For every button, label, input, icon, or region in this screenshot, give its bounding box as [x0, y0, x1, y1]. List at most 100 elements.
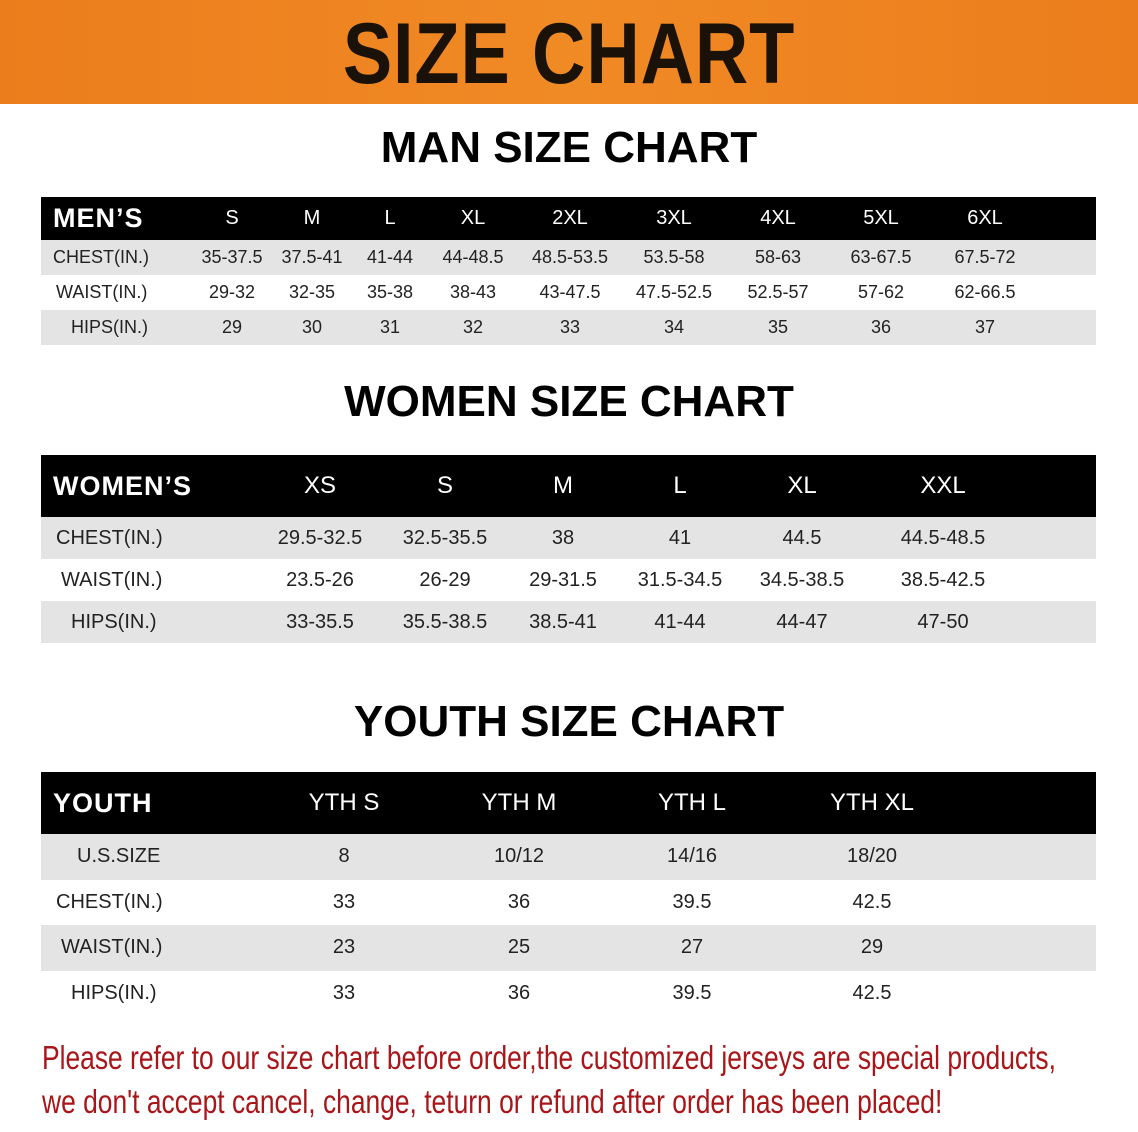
measurement-label-cell: HIPS(IN.): [71, 317, 149, 337]
table-cell: 8: [338, 845, 350, 868]
table-cell: 38.5-41: [529, 610, 597, 633]
table-cell: 39.5: [672, 890, 712, 913]
size-header-cell: YTH L: [657, 789, 726, 816]
table-header-row: MEN’S S M L XL 2XL 3XL 4XL 5XL 6XL: [41, 197, 1096, 240]
table-cell: 33: [559, 317, 581, 337]
table-cell: 38.5-42.5: [900, 568, 986, 591]
measurement-label-cell: WAIST(IN.): [61, 568, 163, 591]
table-cell: 44.5-48.5: [900, 526, 986, 549]
size-header-cell: L: [384, 207, 396, 229]
notice-line-2: we don't accept cancel, change, teturn o…: [42, 1083, 943, 1120]
table-cell: 36: [507, 890, 531, 913]
table-title-cell: WOMEN’S: [53, 470, 192, 501]
table-cell: 36: [507, 981, 531, 1004]
size-header-cell: L: [673, 472, 687, 499]
table-row: WAIST(IN.) 23 25 27 29: [41, 925, 1096, 971]
table-cell: 31: [379, 317, 401, 337]
size-header-cell: S: [225, 207, 239, 229]
table-title-cell: MEN’S: [53, 203, 144, 233]
table-cell: 37: [974, 317, 996, 337]
table-cell: 42.5: [852, 890, 892, 913]
table-cell: 10/12: [493, 845, 545, 868]
table-row: WAIST(IN.) 29-32 32-35 35-38 38-43 43-47.5 47.…: [41, 275, 1096, 310]
size-header-cell: 5XL: [863, 207, 899, 229]
measurement-label-cell: CHEST(IN.): [56, 526, 163, 549]
size-header-cell: 4XL: [760, 207, 796, 229]
table-cell: 29: [860, 936, 884, 959]
table-cell: 41-44: [366, 247, 414, 267]
size-header-cell: XL: [460, 207, 486, 229]
table-row: WAIST(IN.) 23.5-26 26-29 29-31.5 31.5-34.5 34…: [41, 559, 1096, 601]
size-header-cell: XL: [787, 472, 817, 499]
measurement-label-cell: U.S.SIZE: [77, 845, 161, 868]
table-row: CHEST(IN.) 29.5-32.5 32.5-35.5 38 41 44.5 44.5…: [41, 517, 1096, 559]
table-cell: 33: [332, 981, 356, 1004]
table-cell: 18/20: [846, 845, 898, 868]
youth-size-table: YOUTH YTH S YTH M YTH L YTH XL U.S.SIZE 8 10/12…: [41, 772, 1096, 1016]
table-cell: 48.5-53.5: [531, 247, 609, 267]
table-row: CHEST(IN.) 35-37.5 37.5-41 41-44 44-48.5 48.5…: [41, 240, 1096, 275]
table-cell: 29-32: [208, 282, 256, 302]
table-cell: 34: [663, 317, 685, 337]
table-cell: 41: [668, 526, 692, 549]
table-cell: 36: [870, 317, 892, 337]
table-row: HIPS(IN.) 33 36 39.5 42.5: [41, 970, 1096, 1016]
men-size-table: MEN’S S M L XL 2XL 3XL 4XL 5XL 6XL CHEST(IN.) 35-37…: [41, 197, 1096, 345]
table-cell: 32-35: [288, 282, 336, 302]
table-cell: 29.5-32.5: [277, 526, 363, 549]
table-row: U.S.SIZE 8 10/12 14/16 18/20: [41, 834, 1096, 880]
table-cell: 37.5-41: [281, 247, 343, 267]
table-cell: 35.5-38.5: [402, 610, 488, 633]
women-section-title: WOMEN SIZE CHART: [344, 377, 794, 426]
table-row: HIPS(IN.) 33-35.5 35.5-38.5 38.5-41 41-44 44-…: [41, 601, 1096, 643]
table-cell: 23.5-26: [286, 568, 354, 591]
table-row: CHEST(IN.) 33 36 39.5 42.5: [41, 879, 1096, 925]
table-cell: 53.5-58: [643, 247, 705, 267]
men-section-title: MAN SIZE CHART: [380, 123, 758, 172]
size-header-cell: YTH M: [481, 789, 557, 816]
measurement-label-cell: CHEST(IN.): [53, 247, 149, 267]
table-title-cell: YOUTH: [53, 787, 153, 818]
table-cell: 33-35.5: [286, 610, 354, 633]
table-header-row: WOMEN’S XS S M L XL XXL: [41, 455, 1096, 517]
table-cell: 44-48.5: [442, 247, 504, 267]
table-cell: 44-47: [776, 610, 828, 633]
table-row: HIPS(IN.) 29 30 31 32 33 34 35 36 37: [41, 310, 1096, 345]
measurement-label-cell: CHEST(IN.): [56, 890, 163, 913]
table-cell: 30: [301, 317, 323, 337]
table-cell: 47-50: [917, 610, 969, 633]
table-cell: 44.5: [782, 526, 822, 549]
table-cell: 14/16: [666, 845, 718, 868]
size-header-cell: S: [436, 472, 453, 499]
size-header-cell: XS: [303, 472, 336, 499]
table-cell: 23: [332, 936, 356, 959]
table-cell: 39.5: [672, 981, 712, 1004]
table-cell: 35: [767, 317, 789, 337]
table-cell: 26-29: [419, 568, 471, 591]
youth-section-title: YOUTH SIZE CHART: [353, 697, 785, 746]
table-cell: 52.5-57: [747, 282, 809, 302]
banner: SIZE CHART: [0, 0, 1138, 104]
table-cell: 43-47.5: [539, 282, 601, 302]
size-header-cell: 2XL: [552, 207, 588, 229]
table-cell: 63-67.5: [850, 247, 912, 267]
table-cell: 67.5-72: [954, 247, 1016, 267]
table-cell: 42.5: [852, 981, 892, 1004]
table-cell: 33: [332, 890, 356, 913]
table-cell: 29-31.5: [529, 568, 597, 591]
size-header-cell: XXL: [920, 472, 966, 499]
table-cell: 29: [221, 317, 243, 337]
banner-title: SIZE CHART: [342, 6, 796, 102]
size-header-cell: 6XL: [967, 207, 1003, 229]
table-cell: 62-66.5: [954, 282, 1016, 302]
table-cell: 34.5-38.5: [759, 568, 845, 591]
table-cell: 35-38: [366, 282, 414, 302]
table-cell: 57-62: [857, 282, 905, 302]
table-header-row: YOUTH YTH S YTH M YTH L YTH XL: [41, 772, 1096, 834]
table-cell: 38: [551, 526, 575, 549]
table-cell: 32: [462, 317, 484, 337]
table-cell: 32.5-35.5: [402, 526, 488, 549]
size-header-cell: M: [303, 207, 321, 229]
table-cell: 27: [680, 936, 704, 959]
measurement-label-cell: HIPS(IN.): [71, 981, 157, 1004]
